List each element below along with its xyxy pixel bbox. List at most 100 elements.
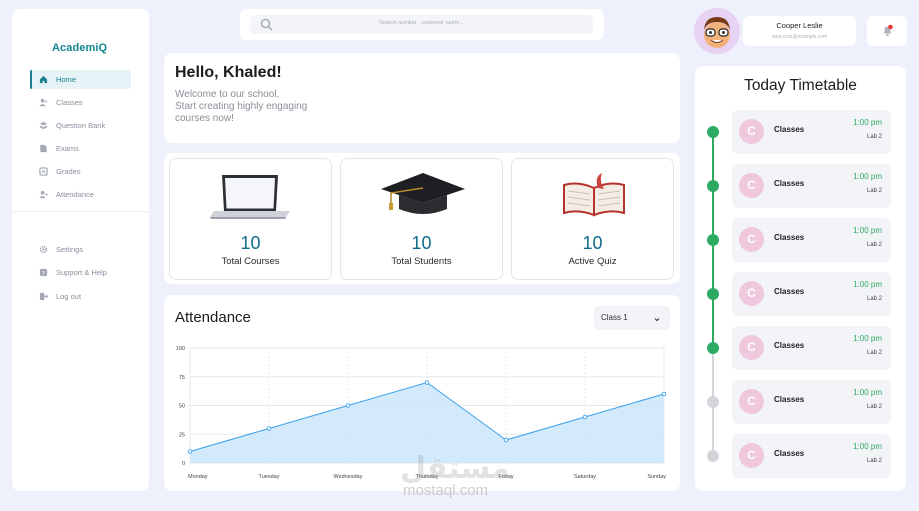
class-name: Classes <box>774 341 805 350</box>
sidebar-item-home[interactable]: Home <box>30 70 131 89</box>
y-tick-label: 100 <box>176 346 185 352</box>
sidebar-item-settings[interactable]: Settings <box>30 240 131 259</box>
timetable-entry[interactable]: C Classes 1:00 pm Lab 2 <box>732 272 891 316</box>
search-bar: Search number , customer name... <box>240 9 604 40</box>
class-select[interactable]: Class 1 <box>594 306 670 330</box>
class-name: Classes <box>774 233 805 242</box>
timetable-entry[interactable]: C Classes 1:00 pm Lab 2 <box>732 326 891 370</box>
data-point <box>582 414 588 420</box>
sidebar-item-label: Classes <box>56 98 83 107</box>
sidebar-item-exams[interactable]: Exams <box>30 139 131 158</box>
welcome-text-line-2: Start creating highly engaging <box>175 101 308 112</box>
class-room: Lab 2 <box>866 296 882 302</box>
sidebar-item-logout[interactable]: Log out <box>30 287 131 306</box>
bell-icon <box>881 24 894 42</box>
stats-section: 10 Total Courses 10 Total Students 10 Ac… <box>164 153 680 284</box>
class-name: Classes <box>774 125 805 134</box>
chevron-down-icon <box>654 315 660 324</box>
data-point <box>187 449 193 454</box>
stat-card-students[interactable]: 10 Total Students <box>340 158 503 280</box>
timetable-entry[interactable]: C Classes 1:00 pm Lab 2 <box>732 380 891 424</box>
user-name: Cooper Leslie <box>776 21 823 30</box>
question-bank-icon <box>39 121 48 130</box>
search-input[interactable]: Search number , customer name... <box>250 15 593 34</box>
data-point <box>424 380 430 385</box>
x-tick-label: Wednesday <box>334 474 363 480</box>
class-badge: C <box>739 281 764 306</box>
timetable-entry[interactable]: C Classes 1:00 pm Lab 2 <box>732 218 891 262</box>
class-name: Classes <box>774 287 805 296</box>
exams-icon <box>39 144 48 153</box>
open-book-icon <box>512 169 673 219</box>
sidebar-item-grades[interactable]: Grades <box>30 162 131 181</box>
sidebar-item-question-bank[interactable]: Question Bank <box>30 116 131 135</box>
sidebar-item-label: Settings <box>56 245 84 254</box>
stat-card-quiz[interactable]: 10 Active Quiz <box>511 158 674 280</box>
sidebar-item-label: Attendance <box>56 190 94 199</box>
class-badge: C <box>739 119 764 144</box>
class-time: 1:00 pm <box>853 226 882 235</box>
class-badge: C <box>739 335 764 360</box>
welcome-card: Hello, Khaled! Welcome to our school, St… <box>164 53 680 143</box>
stat-value: 10 <box>240 233 261 253</box>
sidebar-item-label: Support & Help <box>56 268 107 277</box>
timeline-dot <box>707 180 719 192</box>
timeline-dot <box>707 342 719 354</box>
stat-label: Total Students <box>391 256 452 267</box>
timetable-entry[interactable]: C Classes 1:00 pm Lab 2 <box>732 434 891 478</box>
data-point <box>503 437 509 443</box>
home-icon <box>39 75 48 84</box>
sidebar-item-attendance[interactable]: Attendance <box>30 185 131 204</box>
class-select-value: Class 1 <box>601 313 628 322</box>
help-icon: ? <box>39 268 48 277</box>
sidebar-item-support[interactable]: ? Support & Help <box>30 263 131 282</box>
user-card[interactable]: Cooper Leslie sara.cruz@example.com <box>743 16 856 46</box>
sidebar-item-label: Question Bank <box>56 121 106 130</box>
class-room: Lab 2 <box>866 188 882 194</box>
timeline-dot <box>707 234 719 246</box>
stat-label: Active Quiz <box>568 256 617 267</box>
area-fill <box>190 382 664 463</box>
timetable-entry[interactable]: C Classes 1:00 pm Lab 2 <box>732 110 891 154</box>
timeline-dot <box>707 126 719 138</box>
class-badge: C <box>739 173 764 198</box>
data-point <box>345 403 351 408</box>
x-tick-label: Monday <box>188 474 208 480</box>
sidebar-item-label: Exams <box>56 144 79 153</box>
class-badge: C <box>739 227 764 252</box>
timetable-title: Today Timetable <box>744 77 857 94</box>
class-name: Classes <box>774 449 805 458</box>
sidebar-item-label: Grades <box>56 167 81 176</box>
x-tick-label: Friday <box>498 474 514 480</box>
gear-icon <box>39 245 48 254</box>
class-room: Lab 2 <box>866 350 882 356</box>
class-time: 1:00 pm <box>853 172 882 181</box>
logout-icon <box>39 292 48 301</box>
data-point <box>266 426 272 431</box>
class-time: 1:00 pm <box>853 118 882 127</box>
sidebar-item-label: Home <box>56 75 77 84</box>
search-placeholder: Search number , customer name... <box>379 20 464 26</box>
stat-value: 10 <box>582 233 603 253</box>
sidebar-item-classes[interactable]: Classes <box>30 93 131 112</box>
app-logo[interactable]: AcademiQ <box>52 42 108 54</box>
x-tick-label: Sunday <box>647 474 666 480</box>
class-name: Classes <box>774 179 805 188</box>
stat-card-courses[interactable]: 10 Total Courses <box>169 158 332 280</box>
timeline-dot <box>707 396 719 408</box>
classes-icon <box>39 98 48 107</box>
notifications-button[interactable] <box>867 16 907 46</box>
class-room: Lab 2 <box>866 404 882 410</box>
y-tick-label: 25 <box>179 432 185 438</box>
x-tick-label: Thursday <box>416 474 439 480</box>
stat-value: 10 <box>411 233 432 253</box>
graduation-cap-icon <box>341 169 502 219</box>
attendance-icon <box>39 190 48 199</box>
timetable-entry[interactable]: C Classes 1:00 pm Lab 2 <box>732 164 891 208</box>
watermark-arabic: مستقل <box>400 451 510 486</box>
class-time: 1:00 pm <box>853 280 882 289</box>
svg-text:?: ? <box>42 271 45 277</box>
avatar[interactable] <box>694 8 740 54</box>
watermark-text: mostaql.com <box>403 482 489 499</box>
attendance-title: Attendance <box>175 309 251 326</box>
